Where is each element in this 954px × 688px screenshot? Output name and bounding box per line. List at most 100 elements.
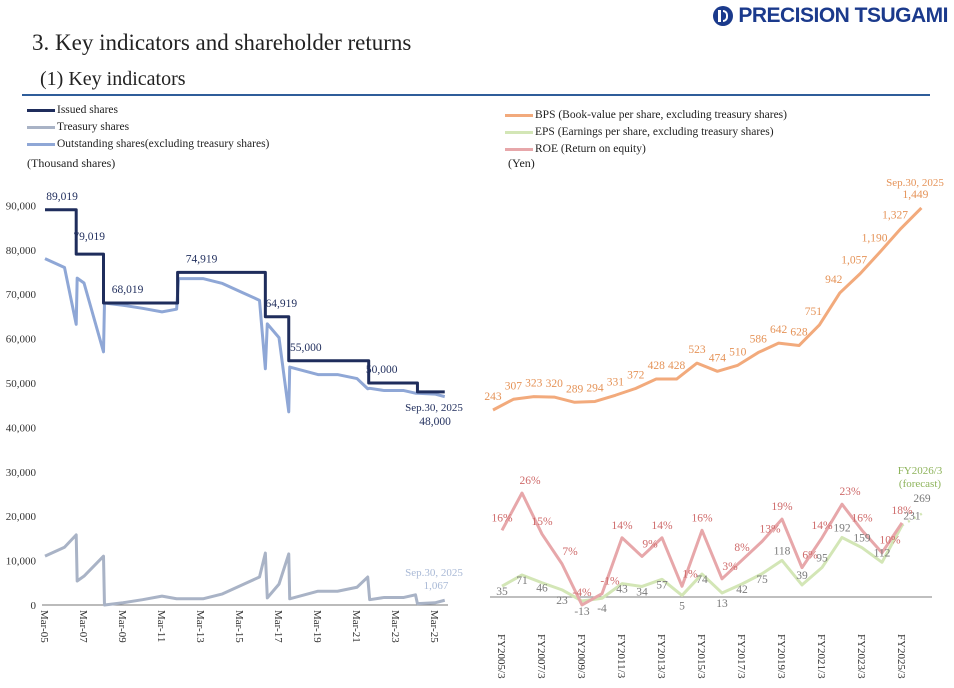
bps-value-label: 372 <box>627 369 645 381</box>
eps-value-label: 118 <box>774 545 791 557</box>
legend-swatch <box>505 147 533 151</box>
legend-swatch <box>505 130 533 134</box>
legend-item-bps: BPS (Book-value per share, excluding tre… <box>505 108 787 122</box>
bps-value-label: 510 <box>729 346 747 358</box>
treasury-date-label: Sep.30, 2025 <box>405 567 463 579</box>
bps-value-label: 320 <box>546 378 564 390</box>
x-tick-label: FY2021/3 <box>815 634 827 679</box>
bps-value-label: 942 <box>825 274 843 286</box>
y-tick-label: 40,000 <box>6 422 37 434</box>
issued-value-label: 48,000 <box>419 416 451 428</box>
bps-value-label: 1,057 <box>841 255 867 267</box>
eps-value-label: 74 <box>696 574 708 586</box>
x-tick-label: Mar-19 <box>311 610 323 643</box>
x-tick-label: FY2007/3 <box>535 634 547 679</box>
legend-item-outstanding: Outstanding shares(excluding treasury sh… <box>27 137 269 151</box>
eps-value-label: 95 <box>816 553 828 565</box>
y-tick-label: 20,000 <box>6 511 37 523</box>
roe-line <box>500 491 904 607</box>
legend-label: EPS (Earnings per share, excluding treas… <box>535 126 774 138</box>
legend-label: Issued shares <box>57 104 118 116</box>
page-title: 3. Key indicators and shareholder return… <box>32 30 412 55</box>
x-tick-label: Mar-23 <box>389 610 401 643</box>
roe-value-label: 6% <box>802 550 818 562</box>
x-tick-label: Mar-13 <box>194 610 206 643</box>
issued-value-label: 64,919 <box>266 298 298 310</box>
company-logo: PRECISION TSUGAMI <box>713 4 948 28</box>
y-axis-unit-yen: (Yen) <box>508 156 535 170</box>
bps-value-label: 289 <box>566 383 584 395</box>
bps-value-label: 1,327 <box>882 209 908 221</box>
y-tick-label: 50,000 <box>6 378 37 390</box>
bps-value-label: 428 <box>648 360 666 372</box>
legend-label: BPS (Book-value per share, excluding tre… <box>535 109 787 121</box>
x-tick-label: Mar-11 <box>155 610 167 642</box>
logo-mark-icon <box>713 6 734 26</box>
bps-line <box>492 206 923 412</box>
x-tick-label: FY2009/3 <box>575 634 587 679</box>
x-tick-label: FY2015/3 <box>695 634 707 679</box>
x-tick-label: Mar-15 <box>233 610 245 643</box>
legend-label: Outstanding shares(excluding treasury sh… <box>57 138 270 150</box>
roe-value-label: 14% <box>651 520 673 532</box>
issued-value-label: 74,919 <box>186 253 218 265</box>
eps-value-label: 112 <box>874 547 891 559</box>
eps-forecast-value-label: 269 <box>913 493 931 505</box>
eps-value-label: 23 <box>556 595 568 607</box>
eps-value-label: 46 <box>536 583 548 595</box>
bps-value-label: 428 <box>668 360 686 372</box>
y-tick-label: 60,000 <box>6 334 37 346</box>
roe-value-label: 23% <box>839 486 861 498</box>
eps-value-label: 39 <box>796 570 808 582</box>
bps-value-label: 628 <box>790 327 808 339</box>
issued-date-label: Sep.30, 2025 <box>405 402 463 414</box>
roe-value-label: 16% <box>491 512 513 524</box>
roe-value-label: 16% <box>851 512 873 524</box>
y-tick-label: 30,000 <box>6 467 37 479</box>
eps-value-label: 43 <box>616 584 628 596</box>
x-tick-label: FY2019/3 <box>775 634 787 679</box>
y-tick-label: 70,000 <box>6 289 37 301</box>
x-tick-label: FY2013/3 <box>655 634 667 679</box>
roe-value-label: 9% <box>642 538 658 550</box>
roe-value-label: 13% <box>759 524 781 536</box>
eps-value-label: 75 <box>756 574 768 586</box>
x-tick-label: Mar-09 <box>116 610 128 643</box>
issued-value-label: 89,019 <box>46 191 78 203</box>
treasury-value-label: 1,067 <box>424 580 449 592</box>
roe-value-label: 18% <box>891 505 913 517</box>
forecast-year-label: FY2026/3 <box>898 465 943 477</box>
bps-value-label: 751 <box>805 306 823 318</box>
x-tick-label: Mar-21 <box>350 610 362 643</box>
eps-value-label: 159 <box>853 533 871 545</box>
eps-value-label: 231 <box>903 510 921 522</box>
roe-value-label: 19% <box>771 501 793 513</box>
x-tick-label: FY2023/3 <box>855 634 867 679</box>
eps-line <box>501 524 904 603</box>
y-tick-label: 90,000 <box>6 200 37 212</box>
bps-value-label: 243 <box>484 391 502 403</box>
roe-value-label: 7% <box>562 546 578 558</box>
x-tick-label: Mar-17 <box>272 610 284 643</box>
bps-value-label: 323 <box>525 378 543 390</box>
x-tick-label: Mar-07 <box>77 610 89 643</box>
x-tick-label: Mar-05 <box>38 610 50 643</box>
x-tick-label: FY2005/3 <box>495 634 507 679</box>
eps-value-label: 42 <box>736 584 748 596</box>
roe-value-label: 3% <box>722 561 738 573</box>
legend-swatch <box>505 113 533 117</box>
x-tick-label: FY2011/3 <box>615 634 627 679</box>
eps-value-label: -13 <box>574 606 590 618</box>
bps-value-label: 294 <box>586 382 604 394</box>
issued-value-label: 79,019 <box>73 231 105 243</box>
legend-item-issued: Issued shares <box>27 103 269 117</box>
roe-value-label: 8% <box>734 542 750 554</box>
issued-value-label: 50,000 <box>366 364 398 376</box>
roe-value-label: -1% <box>600 576 620 588</box>
bps-value-label: 331 <box>607 376 625 388</box>
legend-swatch <box>27 142 55 146</box>
bps-value-label: 523 <box>688 344 706 356</box>
roe-value-label: 10% <box>879 535 901 547</box>
bps-date-label: Sep.30, 2025 <box>886 177 944 189</box>
eps-value-label: 57 <box>656 579 668 591</box>
